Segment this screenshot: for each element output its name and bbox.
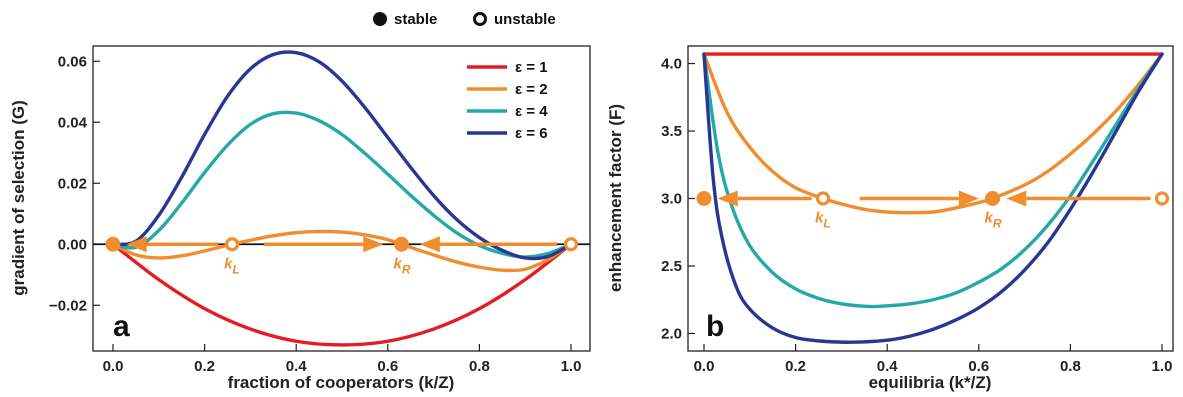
panel-b-label: b [706, 310, 724, 343]
flow-arrow-head-icon [958, 190, 979, 207]
y-tick-label: 4.0 [661, 56, 682, 73]
equilibrium-label-subscript: L [232, 262, 239, 276]
y-tick-label: 0.00 [58, 236, 87, 253]
unstable-marker-icon [473, 12, 487, 26]
stable-marker-icon [373, 12, 387, 26]
series-line-eps-0 [111, 242, 573, 347]
flow-arrow-head-icon [419, 236, 440, 253]
y-tick-label: 2.5 [661, 258, 682, 275]
stable-equilibrium-marker [105, 236, 121, 252]
legend-label-eps-3: ε = 6 [515, 125, 548, 142]
x-tick-label: 0.0 [694, 358, 715, 375]
x-tick-label: 1.0 [561, 358, 582, 375]
equilibrium-label-main: k [985, 210, 994, 227]
equilibrium-label-subscript: R [993, 217, 1002, 231]
panel-a-label: a [113, 310, 130, 343]
flow-arrow-head-icon [126, 236, 147, 253]
stable-legend-label: stable [394, 11, 437, 28]
equilibrium-label-subscript: L [823, 217, 830, 231]
series-line-eps-2 [702, 52, 1164, 309]
x-tick-label: 0.6 [968, 358, 989, 375]
equilibrium-label-kR: kR [394, 255, 411, 276]
x-tick-label: 0.8 [469, 358, 490, 375]
equilibrium-label-main: k [224, 255, 233, 272]
y-tick-label: 2.0 [661, 325, 682, 342]
equilibrium-label-main: k [815, 210, 824, 227]
x-tick-label: 0.2 [785, 358, 806, 375]
equilibrium-label-kL: kL [815, 210, 831, 231]
panel-a-ylabel: gradient of selection (G) [9, 100, 28, 296]
flow-arrow-head-icon [363, 236, 384, 253]
equilibrium-label-kL: kL [224, 255, 240, 276]
legend-label-eps-1: ε = 2 [515, 81, 548, 98]
equilibrium-label-main: k [394, 255, 403, 272]
series-line-eps-1 [111, 229, 573, 273]
panel-b-xlabel: equilibria (k*/Z) [869, 373, 992, 392]
x-tick-label: 0.6 [377, 358, 398, 375]
unstable-equilibrium-marker [563, 237, 579, 252]
y-tick-label: 0.02 [58, 175, 87, 192]
x-tick-label: 0.0 [103, 358, 124, 375]
stable-equilibrium-marker [394, 236, 410, 252]
x-tick-label: 0.8 [1060, 358, 1081, 375]
unstable-equilibrium-marker [815, 191, 831, 206]
series-line-eps-3 [702, 52, 1164, 344]
unstable-equilibrium-marker [1154, 191, 1170, 206]
flow-arrow-head-icon [1006, 190, 1027, 207]
stable-equilibrium-marker [985, 191, 1001, 206]
stability-legend: stable unstable [373, 11, 556, 28]
x-tick-label: 0.4 [877, 358, 899, 375]
unstable-equilibrium-marker [224, 237, 240, 252]
equilibrium-label-kR: kR [985, 210, 1002, 231]
x-tick-label: 1.0 [1152, 358, 1173, 375]
epsilon-legend: ε = 1 ε = 2 ε = 4 ε = 6 [467, 59, 548, 142]
series-line-eps-2 [111, 110, 573, 259]
panel-a-frame [92, 45, 591, 352]
panel-a-xlabel: fraction of cooperators (k/Z) [228, 373, 455, 392]
panel-a-chart: −0.02 0.00 0.02 0.04 0.06 0.0 0.2 0.4 0.6 0.8 1.0… [9, 45, 591, 392]
stable-equilibrium-marker [696, 191, 712, 206]
equilibrium-label-subscript: R [402, 262, 411, 276]
legend-label-eps-2: ε = 4 [515, 103, 548, 120]
y-tick-label: 0.06 [58, 53, 87, 70]
y-tick-label: 3.5 [661, 123, 682, 140]
x-tick-label: 0.4 [286, 358, 308, 375]
series-line-eps-3 [111, 50, 573, 261]
panel-b-ylabel: enhancement factor (F) [606, 104, 625, 292]
unstable-legend-label: unstable [494, 11, 556, 28]
series-line-eps-1 [702, 52, 1164, 215]
y-tick-label: 3.0 [661, 191, 682, 208]
legend-label-eps-0: ε = 1 [515, 59, 548, 76]
y-tick-label: −0.02 [49, 297, 87, 314]
panel-b-chart: 2.02.53.03.54.0 0.0 0.2 0.4 0.6 0.8 1.0 kL kR … [606, 45, 1174, 392]
y-tick-label: 0.04 [58, 114, 88, 131]
x-tick-label: 0.2 [194, 358, 215, 375]
flow-arrow-head-icon [717, 190, 738, 207]
